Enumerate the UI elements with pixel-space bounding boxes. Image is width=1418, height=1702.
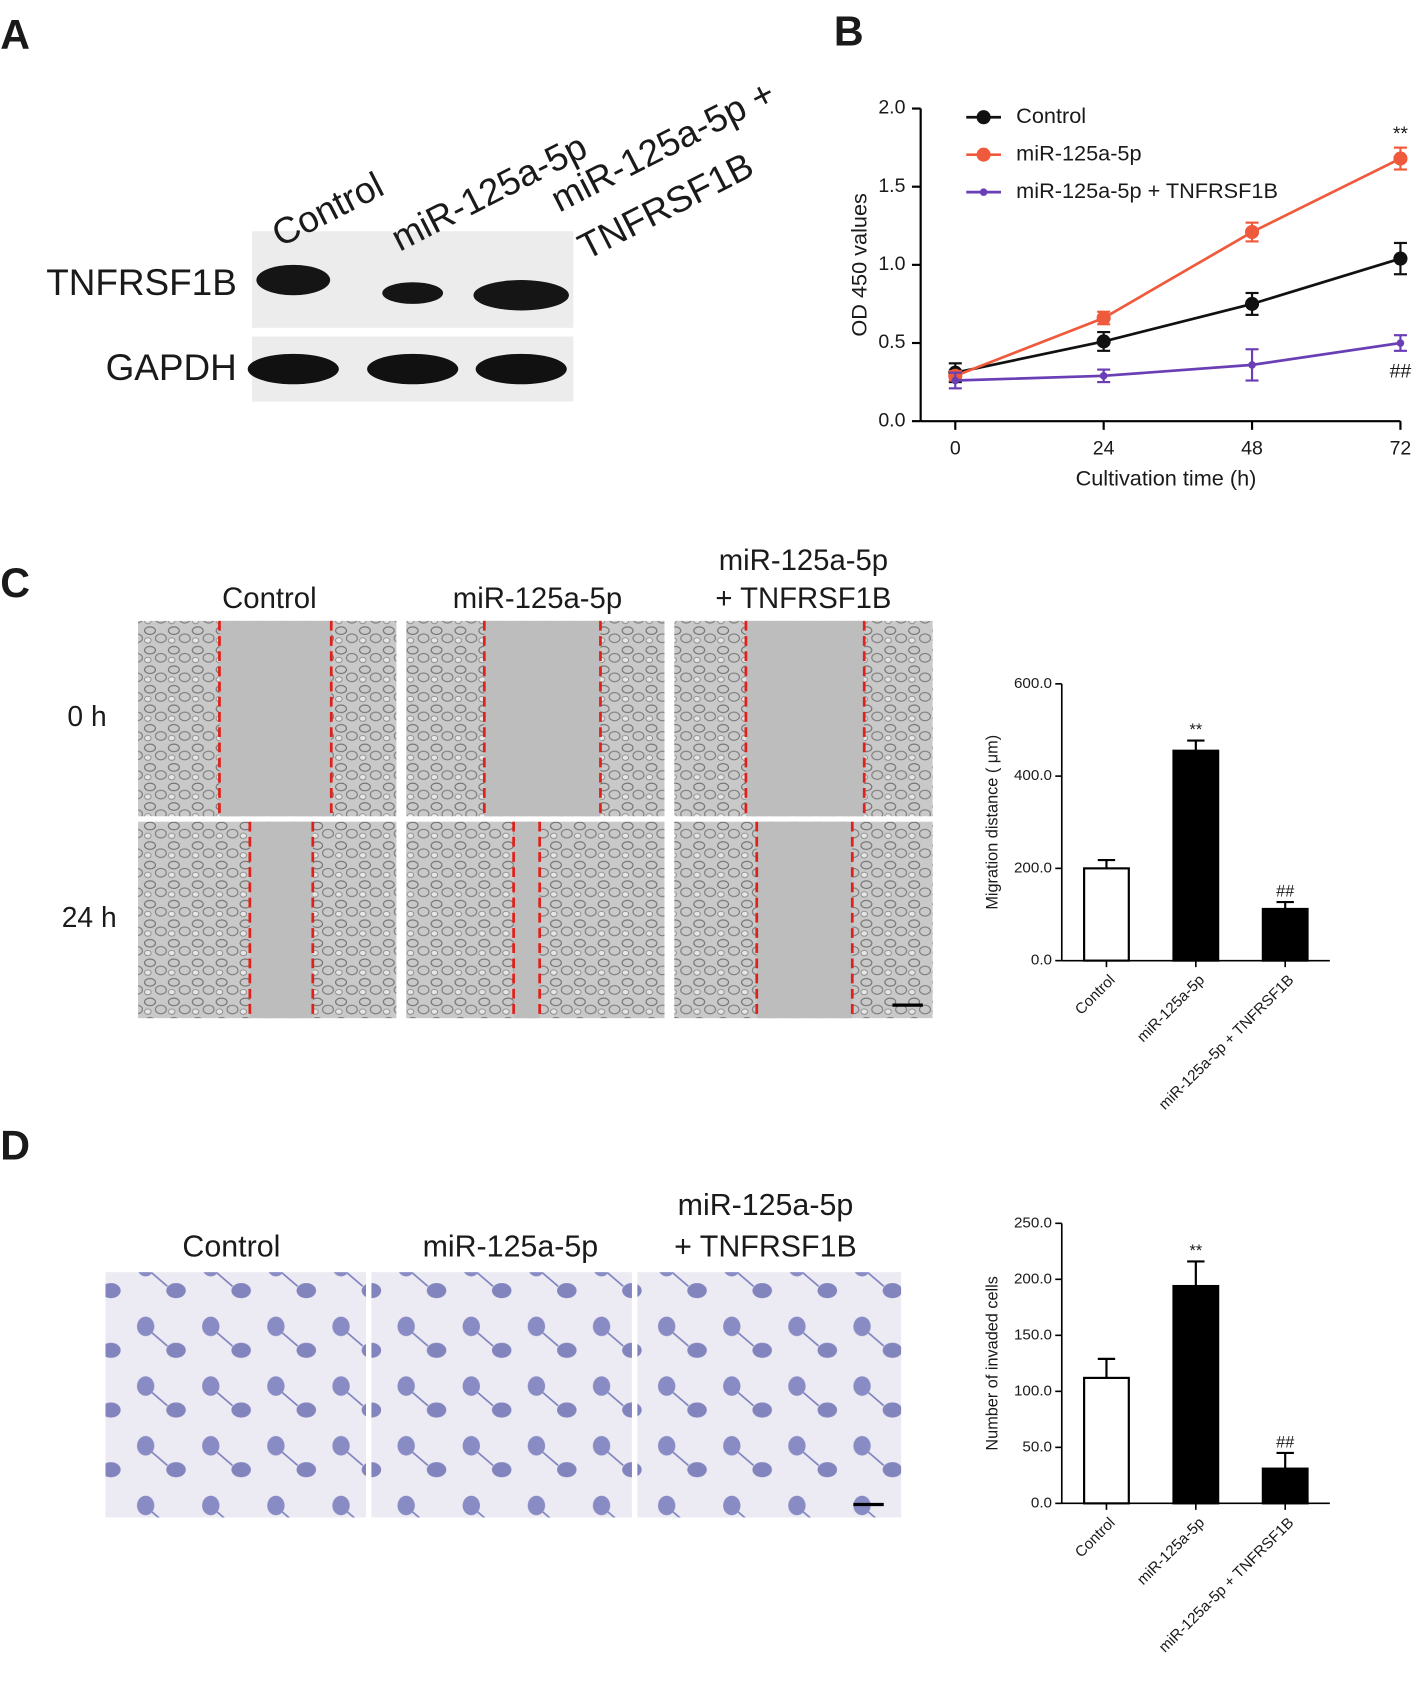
significance-mark: ## bbox=[1276, 1433, 1294, 1451]
column-title: Control bbox=[222, 582, 316, 615]
column-title: miR-125a-5p bbox=[423, 1229, 599, 1263]
data-point bbox=[1393, 251, 1408, 266]
bar bbox=[1083, 1376, 1130, 1505]
blot-band bbox=[473, 280, 569, 311]
panel-label: D bbox=[0, 1122, 30, 1168]
series-line bbox=[954, 157, 1402, 378]
data-point bbox=[1244, 224, 1260, 240]
column-title: + TNFRSF1B bbox=[674, 1229, 857, 1263]
panel-label: A bbox=[0, 12, 30, 58]
data-point bbox=[1244, 296, 1260, 311]
column-title: + TNFRSF1B bbox=[715, 582, 891, 615]
bar bbox=[1083, 867, 1130, 962]
blot-band bbox=[382, 282, 444, 304]
wound-gap bbox=[219, 620, 332, 817]
panel-label: B bbox=[834, 9, 864, 55]
x-tick-label: 0 bbox=[950, 438, 961, 460]
data-point bbox=[1393, 151, 1408, 166]
y-tick-label: 50.0 bbox=[1022, 1438, 1052, 1455]
row-label: TNFRSF1B bbox=[46, 262, 237, 303]
y-tick-label: 200.0 bbox=[1014, 859, 1052, 876]
x-tick-label: 72 bbox=[1390, 438, 1412, 460]
data-point bbox=[1096, 334, 1111, 349]
bar bbox=[1172, 1284, 1220, 1505]
wound-gap bbox=[484, 620, 601, 817]
series-line bbox=[955, 341, 1401, 382]
column-title: miR-125a-5p bbox=[678, 1188, 854, 1222]
legend-marker bbox=[979, 188, 988, 196]
blot-band bbox=[475, 353, 567, 385]
y-axis-label: Number of invaded cells bbox=[984, 1276, 1002, 1451]
column-title: Control bbox=[182, 1229, 280, 1263]
y-tick-label: 0.0 bbox=[878, 409, 905, 431]
blot-band bbox=[367, 353, 459, 385]
bar bbox=[1261, 1467, 1309, 1505]
row-label: 0 h bbox=[67, 700, 106, 732]
y-tick-label: 100.0 bbox=[1014, 1382, 1052, 1399]
y-tick-label: 0.0 bbox=[1031, 1494, 1052, 1511]
panel-label: C bbox=[0, 560, 30, 606]
x-tick-label: Control bbox=[1072, 1514, 1119, 1561]
data-point bbox=[1396, 339, 1405, 347]
y-tick-label: 0.5 bbox=[878, 331, 905, 353]
data-point bbox=[1096, 310, 1111, 326]
y-tick-label: 600.0 bbox=[1014, 675, 1052, 692]
significance-mark: ## bbox=[1390, 361, 1412, 383]
y-tick-label: 2.0 bbox=[878, 97, 905, 119]
column-title: miR-125a-5p bbox=[453, 582, 622, 615]
blot-band bbox=[256, 264, 331, 296]
y-tick-label: 150.0 bbox=[1014, 1326, 1052, 1343]
bar bbox=[1261, 907, 1309, 962]
x-tick-label: 24 bbox=[1093, 438, 1115, 460]
legend-marker bbox=[976, 147, 991, 162]
wound-gap bbox=[745, 620, 865, 817]
x-tick-label: miR-125a-5p bbox=[1134, 1514, 1208, 1588]
bar bbox=[1172, 749, 1220, 962]
column-title: miR-125a-5p bbox=[719, 544, 888, 577]
x-tick-label: miR-125a-5p bbox=[1134, 972, 1208, 1046]
y-tick-label: 1.0 bbox=[878, 253, 905, 275]
data-point bbox=[1248, 361, 1256, 369]
series-line bbox=[955, 257, 1401, 375]
wound-gap bbox=[249, 821, 313, 1019]
significance-mark: ** bbox=[1189, 721, 1202, 739]
wound-gap bbox=[756, 821, 853, 1019]
y-tick-label: 0.0 bbox=[1031, 952, 1052, 969]
significance-mark: ** bbox=[1189, 1242, 1202, 1260]
legend-marker bbox=[976, 110, 991, 125]
x-axis-label: Cultivation time (h) bbox=[1076, 466, 1257, 491]
legend-label: miR-125a-5p bbox=[1016, 140, 1141, 165]
row-label: GAPDH bbox=[106, 347, 237, 388]
data-point bbox=[951, 376, 960, 385]
y-axis-label: Migration distance ( μm) bbox=[984, 735, 1002, 910]
legend-label: miR-125a-5p + TNFRSF1B bbox=[1016, 178, 1278, 203]
legend-label: Control bbox=[1016, 103, 1086, 128]
row-label: 24 h bbox=[62, 901, 117, 933]
micrograph bbox=[105, 1272, 366, 1518]
blot-band bbox=[247, 353, 339, 385]
y-tick-label: 1.5 bbox=[878, 175, 905, 197]
y-tick-label: 200.0 bbox=[1014, 1270, 1052, 1287]
x-tick-label: Control bbox=[1072, 972, 1119, 1019]
y-axis-label: OD 450 values bbox=[847, 193, 872, 337]
data-point bbox=[1099, 372, 1108, 380]
wound-gap bbox=[513, 821, 540, 1019]
significance-mark: ## bbox=[1276, 883, 1294, 901]
y-tick-label: 400.0 bbox=[1014, 767, 1052, 784]
significance-mark: ** bbox=[1393, 123, 1409, 145]
y-tick-label: 250.0 bbox=[1014, 1214, 1052, 1231]
x-tick-label: 48 bbox=[1241, 438, 1263, 460]
micrograph bbox=[637, 1272, 902, 1518]
micrograph bbox=[371, 1272, 632, 1518]
